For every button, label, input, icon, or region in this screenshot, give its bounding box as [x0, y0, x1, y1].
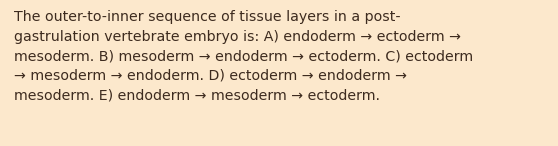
Text: The outer-to-inner sequence of tissue layers in a post-
gastrulation vertebrate : The outer-to-inner sequence of tissue la…: [14, 10, 473, 102]
